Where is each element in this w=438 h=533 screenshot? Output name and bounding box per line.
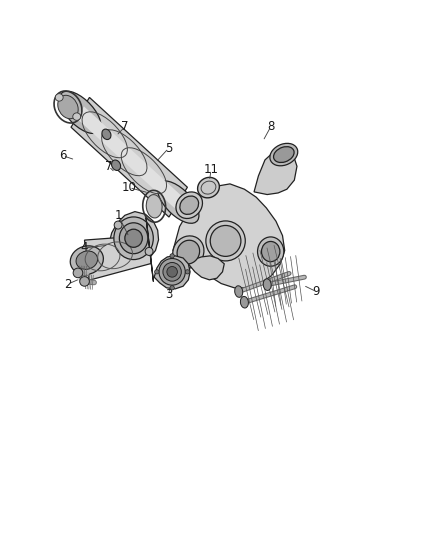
Text: 9: 9 <box>312 285 320 298</box>
Ellipse shape <box>261 241 280 262</box>
Text: 7: 7 <box>121 120 129 133</box>
Ellipse shape <box>119 223 148 254</box>
Ellipse shape <box>263 279 271 290</box>
Ellipse shape <box>235 286 243 297</box>
Ellipse shape <box>170 286 174 290</box>
Ellipse shape <box>114 217 153 260</box>
Ellipse shape <box>80 277 89 286</box>
Polygon shape <box>154 256 190 289</box>
Ellipse shape <box>55 94 63 101</box>
Polygon shape <box>71 98 187 217</box>
Ellipse shape <box>177 240 200 264</box>
Ellipse shape <box>163 263 181 281</box>
Ellipse shape <box>173 236 204 268</box>
Text: 4: 4 <box>81 241 88 254</box>
Text: 1: 1 <box>114 209 122 222</box>
Ellipse shape <box>60 91 101 133</box>
Polygon shape <box>109 212 159 264</box>
Ellipse shape <box>73 113 81 120</box>
Ellipse shape <box>70 246 103 274</box>
Ellipse shape <box>185 270 190 274</box>
Ellipse shape <box>206 221 245 261</box>
Ellipse shape <box>270 143 298 166</box>
Polygon shape <box>146 217 153 281</box>
Ellipse shape <box>145 247 153 255</box>
Ellipse shape <box>58 95 78 119</box>
Ellipse shape <box>112 160 120 171</box>
Ellipse shape <box>198 177 219 198</box>
Ellipse shape <box>274 147 294 163</box>
Text: 6: 6 <box>59 149 67 162</box>
Text: 7: 7 <box>105 160 113 173</box>
Ellipse shape <box>210 225 241 256</box>
Ellipse shape <box>258 237 284 266</box>
Ellipse shape <box>167 266 177 277</box>
Polygon shape <box>77 107 182 208</box>
Ellipse shape <box>240 296 248 308</box>
Polygon shape <box>188 256 224 280</box>
Polygon shape <box>254 150 297 195</box>
Ellipse shape <box>114 221 122 229</box>
Ellipse shape <box>146 195 162 218</box>
Ellipse shape <box>159 259 185 285</box>
Ellipse shape <box>125 229 142 247</box>
Ellipse shape <box>170 254 174 258</box>
Text: 8: 8 <box>267 120 274 133</box>
Text: 3: 3 <box>165 288 172 301</box>
Text: 5: 5 <box>165 142 172 155</box>
Ellipse shape <box>102 129 111 140</box>
Polygon shape <box>85 236 151 280</box>
Ellipse shape <box>180 196 198 214</box>
Ellipse shape <box>176 192 202 219</box>
Text: 2: 2 <box>64 278 72 290</box>
Polygon shape <box>173 184 285 288</box>
Ellipse shape <box>157 181 199 223</box>
Ellipse shape <box>76 251 98 269</box>
Text: 10: 10 <box>122 181 137 194</box>
Ellipse shape <box>155 270 159 274</box>
Text: 11: 11 <box>204 163 219 176</box>
Ellipse shape <box>73 268 83 278</box>
